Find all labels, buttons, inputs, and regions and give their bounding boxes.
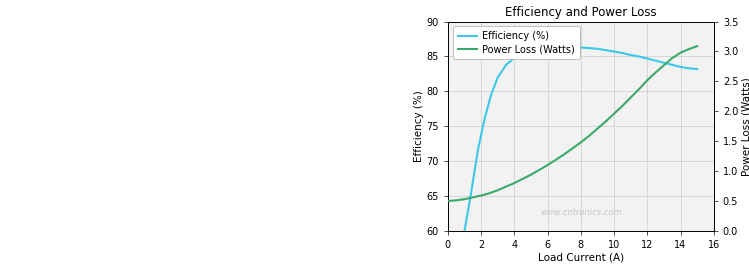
X-axis label: Load Current (A): Load Current (A) [538, 253, 624, 263]
Title: Efficiency and Power Loss: Efficiency and Power Loss [505, 6, 657, 19]
Y-axis label: Power Loss (Watts): Power Loss (Watts) [741, 77, 749, 176]
Text: www.cntronics.com: www.cntronics.com [540, 208, 622, 217]
Y-axis label: Efficiency (%): Efficiency (%) [413, 90, 424, 162]
Legend: Efficiency (%), Power Loss (Watts): Efficiency (%), Power Loss (Watts) [452, 26, 580, 59]
